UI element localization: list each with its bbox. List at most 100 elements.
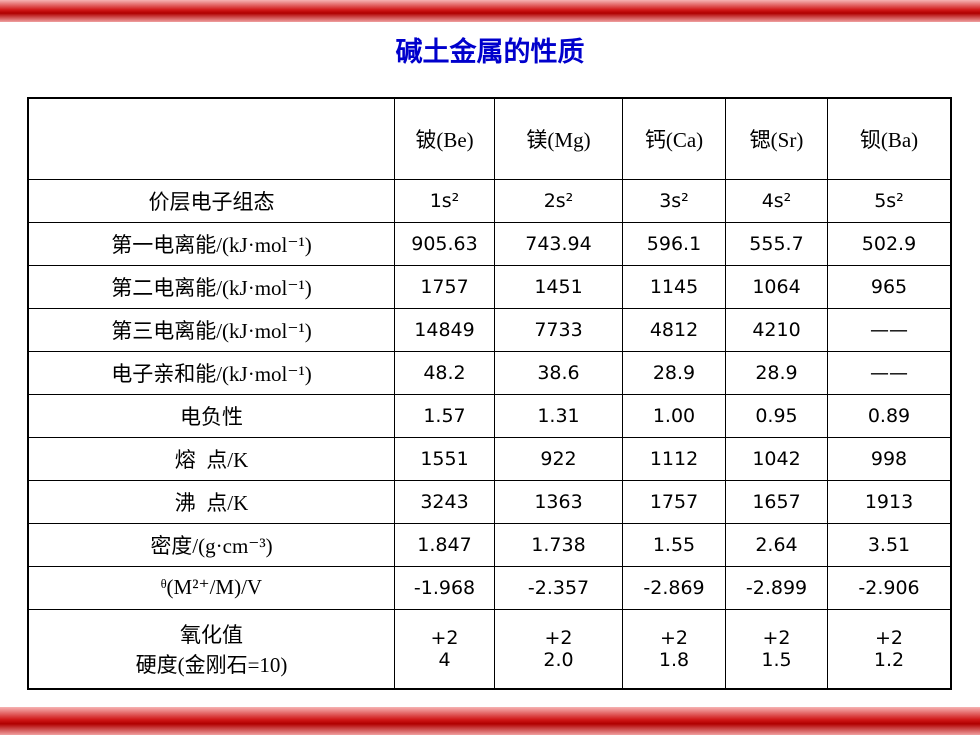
cell: —— [827, 307, 952, 352]
cell: 3243 [394, 479, 495, 524]
table-row: 沸 点/K 3243 1363 1757 1657 1913 [27, 479, 952, 524]
cell: 1.847 [394, 522, 495, 567]
row-label: 价层电子组态 [27, 178, 395, 223]
cell: 1064 [725, 264, 828, 309]
cell: 998 [827, 436, 952, 481]
cell-line: 氧化值 [180, 622, 243, 647]
cell: 1.31 [494, 393, 623, 438]
cell-line: +2 [762, 626, 791, 649]
cell: 1363 [494, 479, 623, 524]
header-cell: 钙(Ca) [622, 97, 726, 180]
title: 碱土金属的性质 [395, 37, 585, 67]
cell: 48.2 [394, 350, 495, 395]
row-label: 第二电离能/(kJ·mol⁻¹) [27, 264, 395, 309]
cell: 1551 [394, 436, 495, 481]
table-row: ᶿ(M²⁺/M)/V -1.968 -2.357 -2.869 -2.899 -2.906 [27, 565, 952, 610]
cell-line: 1.2 [873, 648, 905, 671]
cell: 1s² [394, 178, 495, 223]
cell: 502.9 [827, 221, 952, 266]
cell: -2.906 [827, 565, 952, 610]
cell: 28.9 [725, 350, 828, 395]
header-cell: 钡(Ba) [827, 97, 952, 180]
cell: 922 [494, 436, 623, 481]
header-row: 铍(Be) 镁(Mg) 钙(Ca) 锶(Sr) 钡(Ba) [27, 97, 952, 180]
cell: 2s² [494, 178, 623, 223]
corner-cell [27, 97, 395, 180]
top-bar [0, 0, 980, 22]
cell: 1112 [622, 436, 726, 481]
table-row: 电子亲和能/(kJ·mol⁻¹) 48.2 38.6 28.9 28.9 —— [27, 350, 952, 395]
table-row: 第一电离能/(kJ·mol⁻¹) 905.63 743.94 596.1 555.7 50… [27, 221, 952, 266]
row-label: 氧化值硬度(金刚石=10) [27, 608, 395, 690]
cell: 905.63 [394, 221, 495, 266]
row-label: ᶿ(M²⁺/M)/V [27, 565, 395, 610]
cell: 3.51 [827, 522, 952, 567]
cell: 596.1 [622, 221, 726, 266]
cell-line: 2.0 [543, 648, 574, 671]
table-row: 密度/(g·cm⁻³) 1.847 1.738 1.55 2.64 3.51 [27, 522, 952, 567]
cell-line: +2 [874, 626, 903, 649]
table-row: 价层电子组态 1s² 2s² 3s² 4s² 5s² [27, 178, 952, 223]
cell: 4812 [622, 307, 726, 352]
table-row: 电负性 1.57 1.31 1.00 0.95 0.89 [27, 393, 952, 438]
bottom-bar [0, 707, 980, 735]
cell: 1757 [394, 264, 495, 309]
cell-line: 4 [438, 648, 451, 671]
cell: 1657 [725, 479, 828, 524]
cell: -2.357 [494, 565, 623, 610]
cell: 3s² [622, 178, 726, 223]
cell-line: +2 [659, 626, 688, 649]
cell: 743.94 [494, 221, 623, 266]
cell: 0.89 [827, 393, 952, 438]
cell-line: 1.5 [761, 648, 792, 671]
row-label: 电子亲和能/(kJ·mol⁻¹) [27, 350, 395, 395]
table-row: 熔 点/K 1551 922 1112 1042 998 [27, 436, 952, 481]
cell: 965 [827, 264, 952, 309]
cell: 5s² [827, 178, 952, 223]
header-cell: 铍(Be) [394, 97, 495, 180]
cell: +2 1.5 [725, 608, 828, 690]
cell-line: 硬度(金刚石=10) [135, 652, 288, 677]
cell: 1.738 [494, 522, 623, 567]
cell: -2.869 [622, 565, 726, 610]
cell: 7733 [494, 307, 623, 352]
cell: 1757 [622, 479, 726, 524]
cell: 4s² [725, 178, 828, 223]
table-row: 氧化值 硬度(金刚石=10) +2 4 +2 2.0 +2 1.8 +2 1.5 +2 1.2 [27, 608, 952, 690]
cell: 2.64 [725, 522, 828, 567]
cell-line: +2 [430, 626, 459, 649]
cell: 1145 [622, 264, 726, 309]
row-label: 沸 点/K [27, 479, 395, 524]
row-label: 电负性 [27, 393, 395, 438]
row-label: 密度/(g·cm⁻³) [27, 522, 395, 567]
cell-line: +2 [544, 626, 573, 649]
table-row: 第三电离能/(kJ·mol⁻¹) 14849 7733 4812 4210 —— [27, 307, 952, 352]
cell: +2 1.2 [827, 608, 952, 690]
cell: 14849 [394, 307, 495, 352]
cell: 1.00 [622, 393, 726, 438]
cell: 4210 [725, 307, 828, 352]
cell: 1.57 [394, 393, 495, 438]
cell: 555.7 [725, 221, 828, 266]
cell: 28.9 [622, 350, 726, 395]
header-cell: 锶(Sr) [725, 97, 828, 180]
property-table: 铍(Be) 镁(Mg) 钙(Ca) 锶(Sr) 钡(Ba) 价层电子组态 1s² 2s² 3s… [27, 97, 952, 690]
cell: —— [827, 350, 952, 395]
cell: 1451 [494, 264, 623, 309]
cell: -1.968 [394, 565, 495, 610]
cell: 0.95 [725, 393, 828, 438]
table-row: 第二电离能/(kJ·mol⁻¹) 1757 1451 1145 1064 965 [27, 264, 952, 309]
cell: +2 2.0 [494, 608, 623, 690]
cell: 38.6 [494, 350, 623, 395]
cell: 1.55 [622, 522, 726, 567]
cell: +2 4 [394, 608, 495, 690]
cell: 1042 [725, 436, 828, 481]
row-label: 第一电离能/(kJ·mol⁻¹) [27, 221, 395, 266]
row-label: 熔 点/K [27, 436, 395, 481]
header-cell: 镁(Mg) [494, 97, 623, 180]
row-label: 第三电离能/(kJ·mol⁻¹) [27, 307, 395, 352]
table-body: 铍(Be) 镁(Mg) 钙(Ca) 锶(Sr) 钡(Ba) 价层电子组态 1s² 2s² 3s… [27, 97, 952, 690]
cell: -2.899 [725, 565, 828, 610]
cell: 1913 [827, 479, 952, 524]
